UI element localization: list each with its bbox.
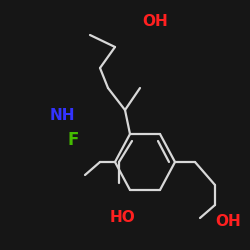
Text: OH: OH: [142, 14, 168, 30]
Text: HO: HO: [109, 210, 135, 226]
Text: NH: NH: [50, 108, 75, 122]
Text: F: F: [68, 131, 79, 149]
Text: OH: OH: [215, 214, 241, 230]
